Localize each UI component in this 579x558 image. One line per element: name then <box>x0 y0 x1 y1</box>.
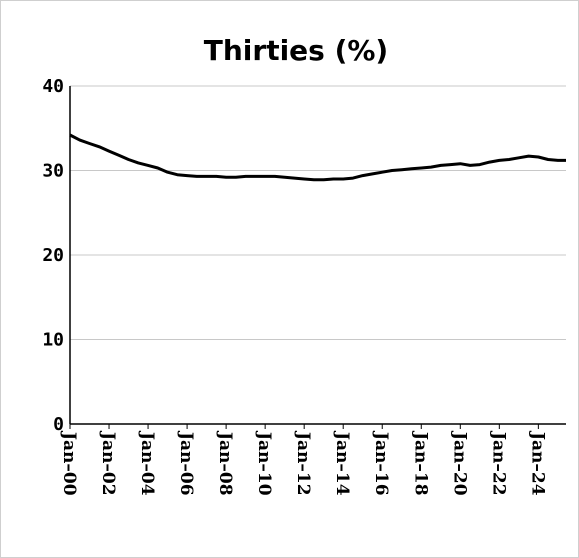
y-tick-label: 20 <box>42 245 64 266</box>
x-tick-label: Jan–18 <box>410 430 430 496</box>
x-tick-label: Jan–24 <box>527 430 547 496</box>
chart-title: Thirties (%) <box>204 34 388 67</box>
x-tick-label: Jan–02 <box>98 430 118 496</box>
x-tick-label: Jan–06 <box>176 430 196 496</box>
y-tick-label: 30 <box>42 161 64 182</box>
x-tick-label: Jan–12 <box>293 430 313 496</box>
x-tick-label: Jan–14 <box>332 430 352 496</box>
y-tick-label: 10 <box>42 330 64 351</box>
grid-lines <box>70 85 566 340</box>
x-tick-label: Jan–08 <box>215 430 235 496</box>
x-tick-label: Jan–22 <box>488 430 508 496</box>
x-axis-ticks: Jan–00 Jan–02 Jan–04 Jan–06 Jan–08 Jan–10 Jan–… <box>59 424 547 496</box>
x-tick-label: Jan–04 <box>137 430 157 496</box>
y-tick-label: 40 <box>42 76 64 97</box>
x-tick-label: Jan–20 <box>449 430 469 496</box>
y-tick-label: 0 <box>53 414 64 435</box>
x-tick-label: Jan–16 <box>371 430 391 496</box>
y-axis-ticks: 0 10 20 30 40 <box>42 76 64 435</box>
x-tick-label: Jan–10 <box>254 430 274 496</box>
x-tick-label: Jan–00 <box>59 430 79 496</box>
series-line <box>69 133 566 182</box>
